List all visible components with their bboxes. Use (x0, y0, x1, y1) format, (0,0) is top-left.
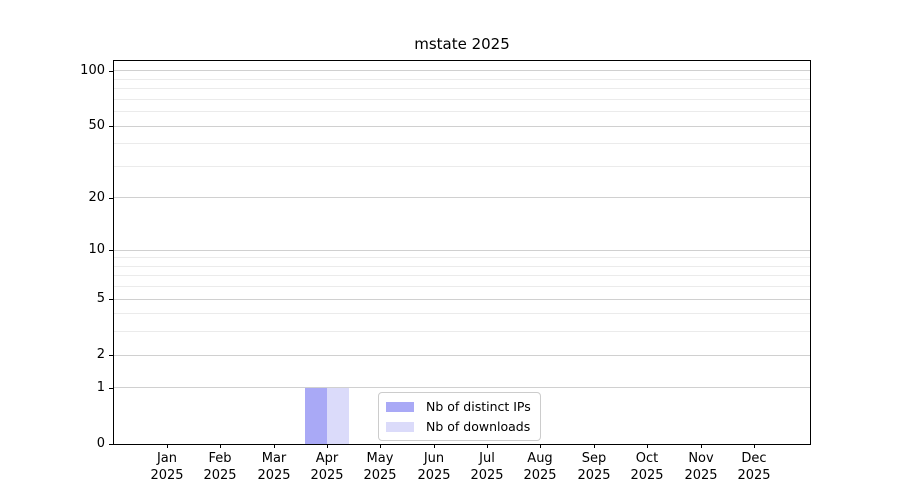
x-tick-month: Jun (423, 451, 445, 466)
x-tick-mark (594, 444, 595, 448)
gridline-major (114, 125, 810, 127)
gridline-minor (114, 88, 810, 90)
x-tick-month: Nov (688, 451, 714, 466)
x-tick-month: Feb (208, 451, 232, 466)
y-tick-label: 50 (88, 118, 105, 133)
gridline-minor (114, 257, 810, 259)
x-tick-month: Sep (581, 451, 607, 466)
x-tick-year: 2025 (737, 467, 771, 483)
gridline-minor (114, 78, 810, 80)
legend-item-distinct-ips: Nb of distinct IPs (386, 399, 531, 414)
gridline-major (114, 197, 810, 199)
x-tick-label: Dec 2025 (719, 451, 789, 484)
x-tick-mark (220, 444, 221, 448)
x-tick-mark (754, 444, 755, 448)
gridline-major (114, 70, 810, 72)
x-tick-label: Jul 2025 (452, 451, 522, 484)
gridline-major (114, 298, 810, 300)
x-tick-label: Nov 2025 (666, 451, 736, 484)
x-tick-month: Jul (479, 451, 495, 466)
gridline-minor (114, 143, 810, 145)
x-tick-month: Aug (527, 451, 553, 466)
legend: Nb of distinct IPs Nb of downloads (378, 392, 541, 441)
gridline-minor (114, 165, 810, 167)
x-tick-mark (540, 444, 541, 448)
legend-swatch-downloads (386, 421, 414, 432)
x-tick-label: Mar 2025 (239, 451, 309, 484)
y-tick-label: 100 (80, 63, 105, 78)
y-tick-mark (109, 355, 113, 356)
gridline-minor (114, 286, 810, 288)
y-tick-mark (109, 198, 113, 199)
x-tick-mark (701, 444, 702, 448)
bar-distinct-ips (305, 388, 327, 444)
x-tick-mark (167, 444, 168, 448)
x-tick-year: 2025 (630, 467, 664, 483)
x-tick-year: 2025 (470, 467, 504, 483)
gridline-minor (114, 331, 810, 333)
y-tick-mark (109, 388, 113, 389)
y-tick-label: 2 (96, 347, 105, 362)
legend-item-downloads: Nb of downloads (386, 419, 531, 434)
x-tick-year: 2025 (523, 467, 557, 483)
x-tick-mark (380, 444, 381, 448)
gridline-major (114, 354, 810, 356)
x-tick-year: 2025 (310, 467, 344, 483)
x-tick-label: Apr 2025 (292, 451, 362, 484)
gridline-major (114, 387, 810, 389)
x-tick-mark (274, 444, 275, 448)
gridline-minor (114, 275, 810, 277)
x-tick-mark (434, 444, 435, 448)
x-tick-label: Jan 2025 (132, 451, 202, 484)
x-tick-mark (327, 444, 328, 448)
gridline-minor (114, 98, 810, 100)
x-tick-year: 2025 (417, 467, 451, 483)
x-tick-month: Jan (156, 451, 178, 466)
x-tick-label: Aug 2025 (505, 451, 575, 484)
x-tick-year: 2025 (203, 467, 237, 483)
x-tick-month: Dec (741, 451, 767, 466)
plot-area: Nb of distinct IPs Nb of downloads (113, 60, 811, 445)
y-tick-label: 1 (96, 380, 105, 395)
chart-title: mstate 2025 (414, 35, 510, 53)
legend-swatch-distinct-ips (386, 401, 414, 412)
x-tick-month: Apr (315, 451, 339, 466)
x-tick-label: Sep 2025 (559, 451, 629, 484)
x-tick-label: Oct 2025 (612, 451, 682, 484)
gridline-minor (114, 313, 810, 315)
x-tick-year: 2025 (150, 467, 184, 483)
x-tick-label: Feb 2025 (185, 451, 255, 484)
gridline-minor (114, 111, 810, 113)
y-tick-label: 20 (88, 190, 105, 205)
x-tick-mark (487, 444, 488, 448)
x-tick-month: Mar (261, 451, 287, 466)
x-tick-month: Oct (635, 451, 659, 466)
y-tick-mark (109, 71, 113, 72)
bar-downloads (327, 388, 349, 444)
x-tick-month: May (366, 451, 394, 466)
gridline-minor (114, 265, 810, 267)
y-tick-mark (109, 299, 113, 300)
y-tick-label: 5 (96, 291, 105, 306)
gridline-major (114, 249, 810, 251)
y-tick-mark (109, 126, 113, 127)
y-tick-label: 0 (96, 436, 105, 451)
x-tick-year: 2025 (363, 467, 397, 483)
x-tick-year: 2025 (684, 467, 718, 483)
x-tick-label: May 2025 (345, 451, 415, 484)
x-tick-label: Jun 2025 (399, 451, 469, 484)
y-tick-label: 10 (88, 242, 105, 257)
x-tick-year: 2025 (257, 467, 291, 483)
legend-label-distinct-ips: Nb of distinct IPs (426, 399, 531, 414)
legend-label-downloads: Nb of downloads (426, 419, 531, 434)
x-tick-year: 2025 (577, 467, 611, 483)
x-tick-mark (647, 444, 648, 448)
y-tick-mark (109, 250, 113, 251)
y-tick-mark (109, 444, 113, 445)
